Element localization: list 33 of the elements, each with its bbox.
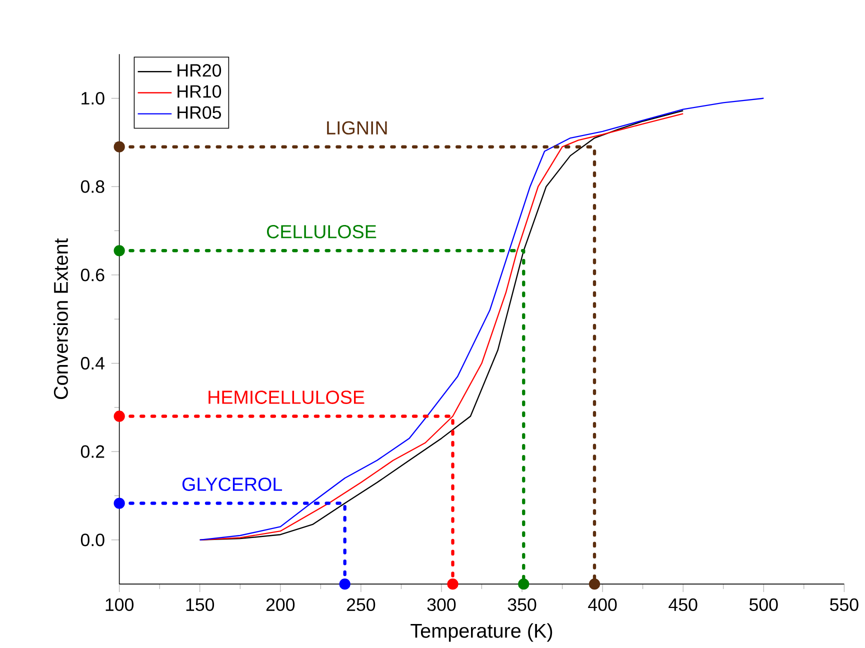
point: [588, 578, 600, 590]
annotation: LIGNIN: [327, 121, 387, 135]
legend-label: HR05: [178, 106, 221, 120]
x-tick-label: 400: [588, 598, 617, 612]
x-tick-label: 200: [266, 598, 295, 612]
y-tick-label: 1.0: [82, 92, 104, 105]
x-tick-label: 500: [749, 598, 778, 612]
legend-label: HR10: [178, 85, 222, 98]
x-tick-label: 150: [186, 598, 214, 612]
y-tick-label: 0.4: [80, 357, 104, 370]
y-axis-title: Conversion Extent: [53, 238, 68, 400]
point: [114, 410, 125, 422]
point: [114, 245, 125, 256]
y-tick-label: 0.8: [80, 180, 104, 194]
x-tick-label: 350: [508, 598, 536, 612]
x-axis-title: Temperature (K): [410, 623, 552, 642]
y-tick-label: 0.0: [80, 534, 104, 546]
y-tick-label: 0.2: [80, 445, 104, 458]
annotation: GLYCEROL: [182, 478, 282, 492]
y-tick-label: 0.6: [80, 268, 104, 282]
point: [447, 578, 458, 590]
x-tick-label: 250: [346, 598, 376, 612]
point: [518, 578, 530, 590]
x-tick-label: 550: [830, 598, 858, 612]
x-tick-label: 100: [106, 598, 134, 612]
annotation: CELLULOSE: [266, 225, 376, 238]
point: [114, 498, 125, 509]
annotation: HEMICELLULOSE: [208, 390, 364, 404]
point: [114, 141, 125, 153]
x-tick-label: 300: [427, 598, 456, 612]
x-tick-label: 450: [668, 598, 698, 612]
legend-label: HR20: [178, 64, 222, 77]
point: [339, 578, 350, 590]
